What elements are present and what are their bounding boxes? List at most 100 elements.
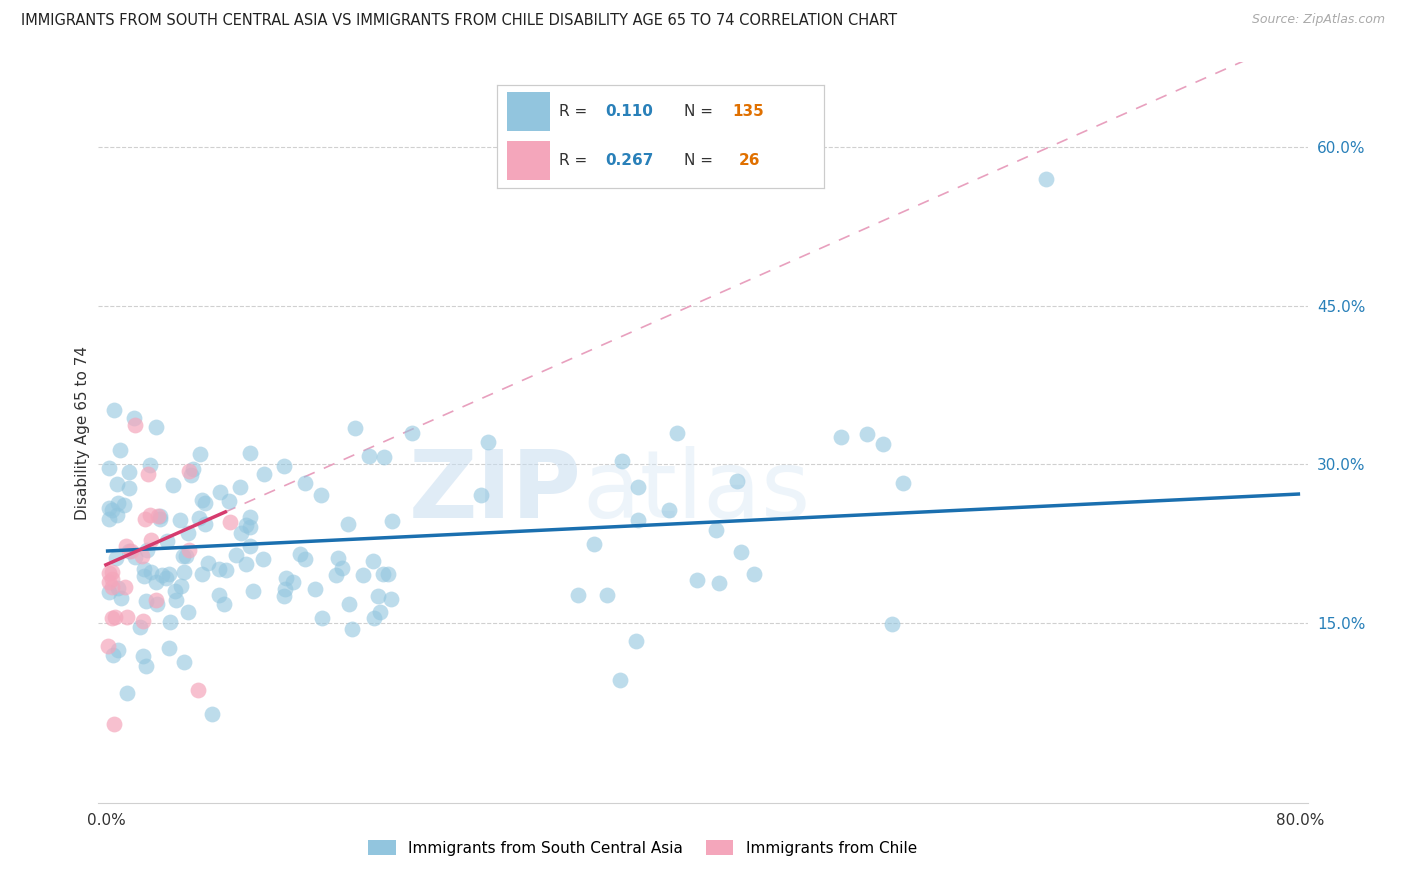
Point xyxy=(330,561,353,575)
Point xyxy=(239,509,262,524)
Point xyxy=(157,566,180,581)
Point xyxy=(207,588,229,602)
Point xyxy=(567,588,589,602)
Point xyxy=(235,517,257,532)
Point xyxy=(157,640,180,655)
Point xyxy=(363,611,385,625)
Point xyxy=(173,655,195,669)
Point xyxy=(658,503,681,517)
Point xyxy=(179,465,201,479)
Text: Source: ZipAtlas.com: Source: ZipAtlas.com xyxy=(1251,13,1385,27)
Point xyxy=(367,590,389,604)
Point xyxy=(177,543,200,558)
Point xyxy=(666,425,689,440)
Point xyxy=(132,568,155,582)
Point xyxy=(582,537,605,551)
Point xyxy=(229,480,252,494)
Point xyxy=(107,581,129,595)
Point xyxy=(273,589,295,603)
Point xyxy=(165,593,187,607)
Point xyxy=(97,575,120,590)
Point xyxy=(131,648,153,663)
Point xyxy=(148,509,170,524)
Point xyxy=(107,496,129,510)
Point xyxy=(235,557,257,571)
Point xyxy=(709,575,731,590)
Point xyxy=(273,582,295,596)
Point xyxy=(124,417,146,432)
Point xyxy=(132,561,155,575)
Point xyxy=(183,462,205,476)
Point xyxy=(352,568,374,582)
Point xyxy=(704,524,727,538)
Point xyxy=(104,609,127,624)
Point xyxy=(156,534,179,549)
Point xyxy=(730,545,752,559)
Point xyxy=(101,503,124,517)
Point xyxy=(180,468,202,483)
Point xyxy=(744,566,766,581)
Point xyxy=(135,594,157,608)
Point xyxy=(361,553,384,567)
Point xyxy=(149,509,172,524)
Point xyxy=(145,592,167,607)
Point xyxy=(281,575,304,590)
Point xyxy=(274,572,297,586)
Y-axis label: Disability Age 65 to 74: Disability Age 65 to 74 xyxy=(75,345,90,520)
Point xyxy=(626,634,648,648)
Point xyxy=(336,517,359,532)
Point xyxy=(138,508,160,522)
Point xyxy=(252,552,274,566)
Point xyxy=(238,539,260,553)
Point xyxy=(191,493,214,508)
Point xyxy=(377,567,399,582)
Point xyxy=(103,716,125,731)
Point xyxy=(100,572,122,586)
Point xyxy=(215,564,238,578)
Point xyxy=(118,544,141,558)
Point xyxy=(1035,171,1057,186)
Point xyxy=(371,566,394,581)
Point xyxy=(830,430,852,444)
Point xyxy=(194,496,217,510)
Point xyxy=(401,425,423,440)
Point xyxy=(117,481,139,495)
Point xyxy=(342,622,364,636)
Point xyxy=(124,549,146,564)
Point xyxy=(381,514,404,528)
Point xyxy=(311,611,333,625)
Point xyxy=(177,605,200,619)
Point xyxy=(201,706,224,721)
Point xyxy=(149,512,172,526)
Point xyxy=(187,682,209,697)
Point xyxy=(368,605,391,619)
Point xyxy=(97,461,120,475)
Point xyxy=(105,508,128,523)
Point xyxy=(343,421,366,435)
Point xyxy=(150,567,173,582)
Point xyxy=(110,591,132,606)
Point xyxy=(239,446,262,460)
Point xyxy=(101,565,124,579)
Point xyxy=(253,467,276,481)
Point xyxy=(188,510,211,524)
Point xyxy=(129,620,152,634)
Point xyxy=(115,686,138,700)
Point xyxy=(97,501,120,516)
Point xyxy=(146,597,169,611)
Point xyxy=(686,573,709,587)
Point xyxy=(134,512,156,526)
Point xyxy=(97,512,120,526)
Point xyxy=(359,449,381,463)
Point xyxy=(373,450,395,465)
Point xyxy=(325,568,347,582)
Point xyxy=(101,581,124,595)
Point xyxy=(304,582,326,596)
Text: ZIP: ZIP xyxy=(409,446,582,538)
Point xyxy=(136,467,159,481)
Point xyxy=(380,592,402,607)
Point xyxy=(191,567,214,582)
Point xyxy=(294,552,316,566)
Point xyxy=(470,488,492,502)
Point xyxy=(162,478,184,492)
